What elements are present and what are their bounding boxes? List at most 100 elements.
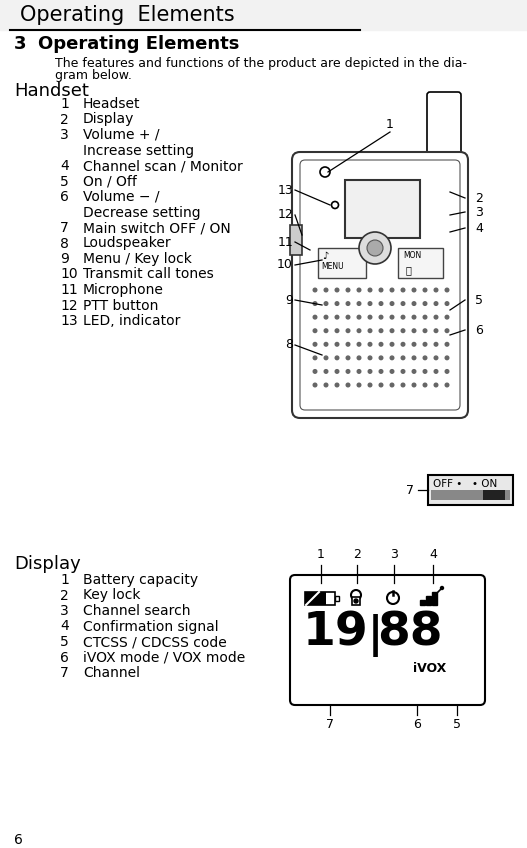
Text: The features and functions of the product are depicted in the dia-: The features and functions of the produc… <box>55 57 467 70</box>
Text: LED, indicator: LED, indicator <box>83 314 180 328</box>
Text: 13: 13 <box>60 314 77 328</box>
Circle shape <box>357 302 361 305</box>
Circle shape <box>445 288 449 292</box>
Text: 3: 3 <box>60 128 69 142</box>
Circle shape <box>445 370 449 373</box>
Bar <box>483 490 505 500</box>
Circle shape <box>401 288 405 292</box>
Bar <box>305 592 335 605</box>
Bar <box>431 490 510 500</box>
Circle shape <box>434 356 438 360</box>
Circle shape <box>313 383 317 387</box>
Text: Increase setting: Increase setting <box>83 143 194 158</box>
Text: 2: 2 <box>475 192 483 204</box>
Circle shape <box>359 232 391 264</box>
Circle shape <box>390 370 394 373</box>
Circle shape <box>412 370 416 373</box>
Circle shape <box>401 315 405 319</box>
Text: Confirmation signal: Confirmation signal <box>83 620 219 633</box>
Circle shape <box>313 356 317 360</box>
Text: 2: 2 <box>60 113 69 126</box>
Text: Operating  Elements: Operating Elements <box>20 5 235 25</box>
Text: 4: 4 <box>60 620 69 633</box>
Circle shape <box>445 329 449 332</box>
Circle shape <box>313 343 317 346</box>
Circle shape <box>379 288 383 292</box>
Circle shape <box>423 383 427 387</box>
Circle shape <box>401 343 405 346</box>
Text: 12: 12 <box>60 298 77 313</box>
Text: MON: MON <box>403 251 421 260</box>
Circle shape <box>390 302 394 305</box>
Text: Display: Display <box>14 555 81 573</box>
Text: 3: 3 <box>390 549 398 561</box>
Circle shape <box>346 343 350 346</box>
Bar <box>318 248 366 278</box>
Text: 6: 6 <box>60 650 69 665</box>
Text: Menu / Key lock: Menu / Key lock <box>83 252 192 266</box>
Circle shape <box>367 240 383 256</box>
Text: 1: 1 <box>386 119 394 131</box>
Text: 8: 8 <box>285 338 293 352</box>
Circle shape <box>423 356 427 360</box>
Text: 8: 8 <box>60 237 69 250</box>
Text: Volume + /: Volume + / <box>83 128 160 142</box>
Text: gram below.: gram below. <box>55 69 132 82</box>
Text: 1: 1 <box>60 97 69 111</box>
Text: 2: 2 <box>353 549 361 561</box>
Text: 7: 7 <box>60 666 69 680</box>
Text: 1: 1 <box>60 573 69 587</box>
Circle shape <box>390 343 394 346</box>
Circle shape <box>379 329 383 332</box>
Circle shape <box>445 343 449 346</box>
Circle shape <box>357 288 361 292</box>
Circle shape <box>368 329 372 332</box>
Text: On / Off: On / Off <box>83 175 137 188</box>
Circle shape <box>379 302 383 305</box>
Text: 2: 2 <box>60 589 69 602</box>
Circle shape <box>346 383 350 387</box>
Circle shape <box>324 383 328 387</box>
Circle shape <box>368 383 372 387</box>
Circle shape <box>357 356 361 360</box>
Text: Volume − /: Volume − / <box>83 190 160 204</box>
Circle shape <box>357 383 361 387</box>
Circle shape <box>346 356 350 360</box>
Bar <box>345 180 420 238</box>
Circle shape <box>379 356 383 360</box>
Circle shape <box>354 599 358 603</box>
Circle shape <box>346 302 350 305</box>
Circle shape <box>324 356 328 360</box>
Text: 5: 5 <box>475 293 483 306</box>
Bar <box>398 248 443 278</box>
Text: 5: 5 <box>453 718 461 732</box>
Text: Display: Display <box>83 113 134 126</box>
Circle shape <box>390 288 394 292</box>
Circle shape <box>445 356 449 360</box>
Text: iVOX: iVOX <box>413 662 446 675</box>
Text: 6: 6 <box>60 190 69 204</box>
Text: |: | <box>368 614 383 657</box>
Circle shape <box>379 315 383 319</box>
Text: 6: 6 <box>475 323 483 337</box>
Text: Channel search: Channel search <box>83 604 190 618</box>
Text: ⏻: ⏻ <box>406 265 412 275</box>
Bar <box>432 592 437 605</box>
Circle shape <box>423 329 427 332</box>
Circle shape <box>390 356 394 360</box>
Circle shape <box>313 370 317 373</box>
Circle shape <box>313 302 317 305</box>
Text: 3: 3 <box>475 205 483 219</box>
Circle shape <box>346 315 350 319</box>
Circle shape <box>445 383 449 387</box>
Circle shape <box>357 329 361 332</box>
Circle shape <box>335 383 339 387</box>
Text: OFF •   • ON: OFF • • ON <box>433 479 497 489</box>
Circle shape <box>335 288 339 292</box>
Circle shape <box>412 288 416 292</box>
Circle shape <box>335 370 339 373</box>
Text: Channel scan / Monitor: Channel scan / Monitor <box>83 159 243 173</box>
Bar <box>428 475 513 505</box>
Circle shape <box>346 329 350 332</box>
Text: Transmit call tones: Transmit call tones <box>83 267 214 282</box>
